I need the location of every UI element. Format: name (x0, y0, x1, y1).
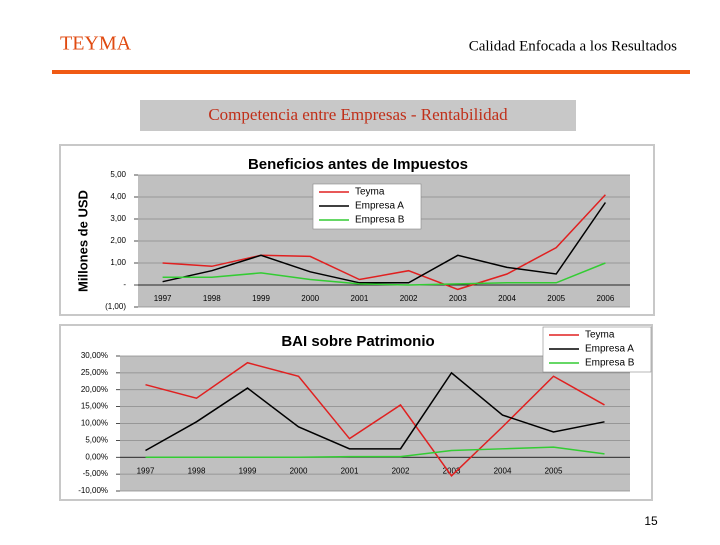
brand: TEYMA (60, 33, 132, 55)
legend-label: Teyma (585, 330, 615, 341)
series-line (145, 361, 605, 477)
x-tick-label: 2005 (547, 294, 565, 303)
legend-label: Empresa B (585, 358, 635, 369)
x-tick-label: 2002 (400, 294, 418, 303)
y-tick-label: -5,00% (83, 469, 108, 478)
x-tick-label: 2003 (449, 294, 467, 303)
x-tick-label: 2003 (443, 466, 461, 475)
legend-label: Empresa B (355, 215, 405, 226)
header-rule (52, 70, 690, 74)
series-line (162, 194, 606, 291)
x-tick-label: 2002 (392, 466, 410, 475)
y-axis-label: Millones de USD (75, 190, 90, 292)
x-tick-label: 2006 (597, 294, 615, 303)
x-tick-label: 2001 (341, 466, 359, 475)
y-tick-label: -10,00% (78, 486, 108, 495)
chart-title: BAI sobre Patrimonio (281, 333, 434, 350)
x-tick-label: 1999 (239, 466, 257, 475)
x-tick-label: 1999 (252, 294, 270, 303)
legend-label: Empresa A (355, 201, 404, 212)
series-line (145, 446, 605, 458)
x-tick-label: 2004 (494, 466, 512, 475)
y-tick-label: - (123, 280, 126, 289)
page-number: 15 (644, 514, 658, 528)
y-tick-label: 5,00% (85, 435, 108, 444)
y-tick-label: (1,00) (105, 302, 126, 311)
series-line (145, 371, 605, 452)
legend-label: Teyma (355, 187, 385, 198)
series-line (162, 262, 606, 286)
y-tick-label: 0,00% (85, 452, 108, 461)
legend-label: Empresa A (585, 344, 634, 355)
y-tick-label: 10,00% (81, 419, 108, 428)
x-tick-label: 2005 (545, 466, 563, 475)
x-tick-label: 2001 (351, 294, 369, 303)
y-tick-label: 20,00% (81, 385, 108, 394)
x-tick-label: 1997 (154, 294, 172, 303)
x-tick-label: 2000 (290, 466, 308, 475)
y-tick-label: 30,00% (81, 351, 108, 360)
series-line (162, 202, 607, 284)
charts: Beneficios antes de Impuestos Millones de… (59, 144, 655, 501)
x-tick-label: 1998 (188, 466, 206, 475)
y-tick-label: 3,00 (110, 214, 126, 223)
subtitle: Competencia entre Empresas - Rentabilida… (208, 105, 508, 124)
y-tick-label: 25,00% (81, 368, 108, 377)
x-tick-label: 2000 (301, 294, 319, 303)
slide-title: Calidad Enfocada a los Resultados (469, 38, 677, 54)
y-tick-label: 4,00 (110, 192, 126, 201)
y-tick-label: 5,00 (110, 170, 126, 179)
y-tick-label: 2,00 (110, 236, 126, 245)
y-tick-label: 15,00% (81, 402, 108, 411)
x-tick-label: 1998 (203, 294, 221, 303)
subtitle-box (140, 100, 576, 131)
chart-title: Beneficios antes de Impuestos (248, 156, 468, 173)
x-tick-label: 2004 (498, 294, 516, 303)
x-tick-label: 1997 (137, 466, 155, 475)
y-tick-label: 1,00 (110, 258, 126, 267)
